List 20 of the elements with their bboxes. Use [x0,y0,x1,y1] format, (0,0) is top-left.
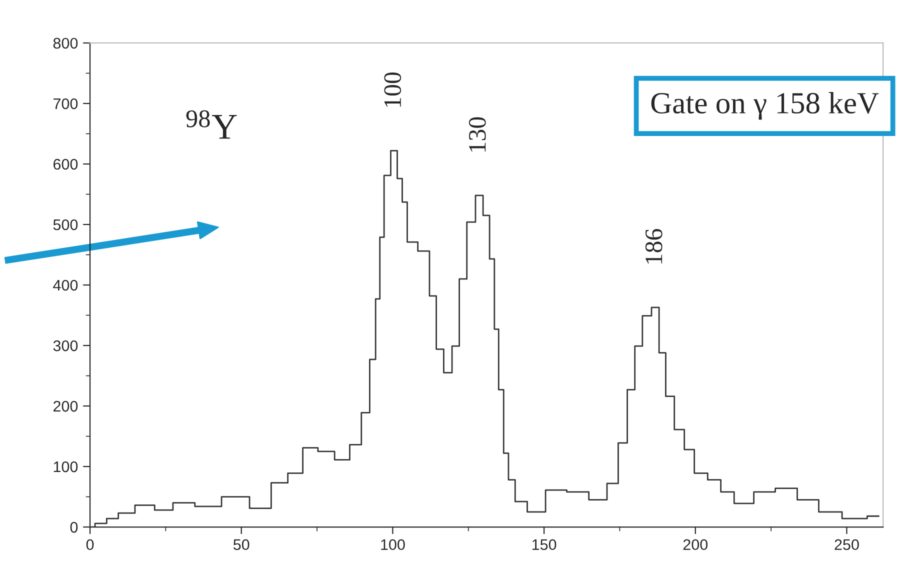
y-tick-label: 300 [53,340,78,352]
y-tick-label: 600 [54,158,78,170]
x-tick-label: 150 [532,539,556,550]
annotation: 100 [384,72,402,107]
y-tick-label: 400 [53,280,78,291]
y-tick-label: 800 [53,38,78,49]
x-tick-label: 50 [233,539,250,550]
y-tick-label: 500 [53,219,78,230]
y-tick-label: 0 [70,522,78,533]
y-tick-label: 200 [53,400,78,412]
annotation: 130 [468,117,486,152]
x-tick-label: 250 [834,539,859,550]
x-tick-label: 200 [683,539,708,550]
x-tick-label: 100 [381,539,405,550]
x-tick-label: 0 [86,539,94,550]
y-tick-label: 700 [54,98,78,110]
annotation: Gate on γ 158 keV [651,92,879,120]
annotation: $^{98}$Y [186,110,237,139]
y-tick-label: 100 [54,461,78,472]
annotation: 186 [645,228,662,264]
